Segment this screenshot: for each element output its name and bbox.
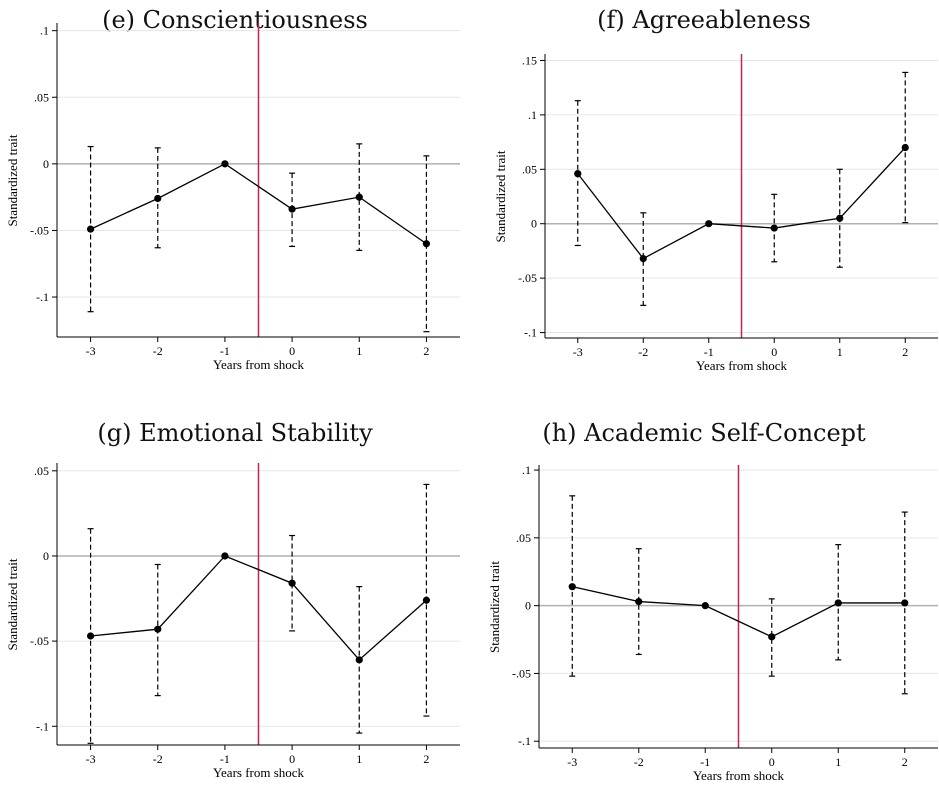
y-tick-label: .1: [528, 108, 537, 122]
estimate-point: [701, 602, 709, 610]
x-tick-label: 1: [835, 755, 841, 769]
estimate-point: [836, 214, 844, 222]
x-tick-label: -1: [220, 752, 230, 766]
y-tick-label: -.05: [518, 271, 537, 285]
panel-conscientiousness: (e) Conscientiousness .1 .05 0 -.05 -.1 -3 -2 -…: [0, 0, 470, 392]
x-tick-label: 2: [902, 755, 908, 769]
x-tick-label: 2: [902, 345, 908, 359]
y-tick-label: 0: [531, 217, 537, 231]
x-tick-label: 1: [356, 752, 362, 766]
x-tick-label: -3: [573, 345, 583, 359]
estimate-point: [355, 656, 363, 664]
y-axis-title: Standardized trait: [5, 558, 20, 650]
y-tick-label: -.05: [30, 634, 49, 648]
chart-title: (g) Emotional Stability: [97, 419, 373, 447]
chart-agreeableness: .15 .1 .05 0 -.05 -.1 -3 -2 -1 0 1 2 Years from shoc…: [493, 53, 938, 373]
chart-title: (h) Academic Self-Concept: [542, 419, 866, 447]
estimate-point: [768, 633, 776, 641]
estimate-point: [422, 240, 431, 248]
estimate-point: [288, 579, 296, 587]
y-tick-label: .05: [516, 531, 531, 545]
x-tick-label: -2: [634, 755, 644, 769]
y-tick-label: -.05: [512, 666, 531, 680]
estimate-point: [355, 193, 363, 201]
chart-title: (e) Conscientiousness: [102, 6, 368, 34]
x-tick-label: 2: [423, 752, 429, 766]
y-tick-label: .05: [522, 162, 537, 176]
chart-academic-self-concept: .1 .05 0 -.05 -.1 -3 -2 -1 0 1 2 Years from shock St…: [487, 463, 938, 783]
x-tick-label: -2: [153, 752, 163, 766]
estimate-point: [901, 143, 909, 152]
x-tick-label: -3: [86, 752, 96, 766]
x-tick-label: -1: [700, 755, 710, 769]
x-axis-title: Years from shock: [213, 765, 305, 780]
x-tick-label: -3: [567, 755, 577, 769]
x-tick-label: 1: [837, 345, 843, 359]
y-tick-label: .1: [522, 463, 531, 477]
estimate-point: [635, 597, 643, 606]
y-axis-title: Standardized trait: [487, 561, 502, 653]
x-tick-label: 0: [771, 345, 777, 359]
x-tick-label: -2: [638, 345, 648, 359]
chart-title: (f) Agreeableness: [597, 6, 811, 34]
panel-emotional-stability: (g) Emotional Stability .05 0 -.05 -.1 -3 -2 -…: [0, 392, 470, 787]
estimate-point: [221, 160, 229, 168]
estimate-point: [901, 599, 909, 607]
x-tick-label: 0: [289, 344, 295, 358]
y-tick-label: -.1: [36, 290, 49, 304]
y-axis-title: Standardized trait: [5, 134, 20, 226]
estimate-line: [90, 163, 427, 245]
x-tick-label: 0: [769, 755, 775, 769]
y-tick-label: -.1: [36, 719, 49, 733]
x-tick-label: -1: [220, 344, 230, 358]
estimate-line: [90, 555, 427, 661]
y-tick-label: 0: [525, 599, 531, 613]
y-tick-label: .05: [34, 464, 49, 478]
estimate-point: [568, 583, 576, 591]
estimate-point: [834, 599, 842, 607]
y-axis-title: Standardized trait: [493, 150, 508, 242]
chart-emotional-stability: .05 0 -.05 -.1 -3 -2 -1 0 1 2 Years from shock Stan…: [5, 463, 460, 780]
x-axis-title: Years from shock: [213, 357, 305, 372]
estimate-point: [770, 224, 778, 232]
x-tick-label: 1: [356, 344, 362, 358]
estimate-point: [154, 625, 162, 633]
estimate-point: [288, 205, 296, 213]
estimate-point: [86, 632, 95, 640]
y-tick-label: .1: [40, 24, 49, 38]
x-axis-title: Years from shock: [693, 768, 785, 783]
panel-academic-self-concept: (h) Academic Self-Concept .1 .05 0 -.05 -.1 -…: [469, 392, 939, 787]
estimate-point: [86, 225, 95, 233]
estimate-point: [639, 254, 647, 263]
estimate-point: [422, 596, 431, 604]
estimate-point: [221, 552, 229, 560]
x-tick-label: -2: [153, 344, 163, 358]
y-tick-label: .15: [522, 53, 537, 67]
x-tick-label: 2: [423, 344, 429, 358]
chart-conscientiousness: .1 .05 0 -.05 -.1 -3 -2 -1 0 1 2 Years from shock St…: [5, 23, 460, 372]
y-tick-label: .05: [34, 90, 49, 104]
estimate-line: [577, 147, 906, 260]
x-axis-title: Years from shock: [696, 358, 788, 373]
estimate-point: [705, 220, 713, 228]
estimate-line: [572, 586, 905, 638]
y-tick-label: 0: [43, 549, 49, 563]
y-tick-label: -.1: [518, 734, 531, 748]
x-tick-label: 0: [289, 752, 295, 766]
panel-agreeableness: (f) Agreeableness .15 .1 .05 0 -.05 -.1 -3 -2 -1…: [469, 0, 939, 392]
y-tick-label: -.1: [524, 326, 537, 340]
y-tick-label: 0: [43, 157, 49, 171]
estimate-point: [154, 194, 162, 203]
x-tick-label: -1: [704, 345, 714, 359]
x-tick-label: -3: [86, 344, 96, 358]
y-tick-label: -.05: [30, 223, 49, 237]
estimate-point: [574, 170, 582, 178]
